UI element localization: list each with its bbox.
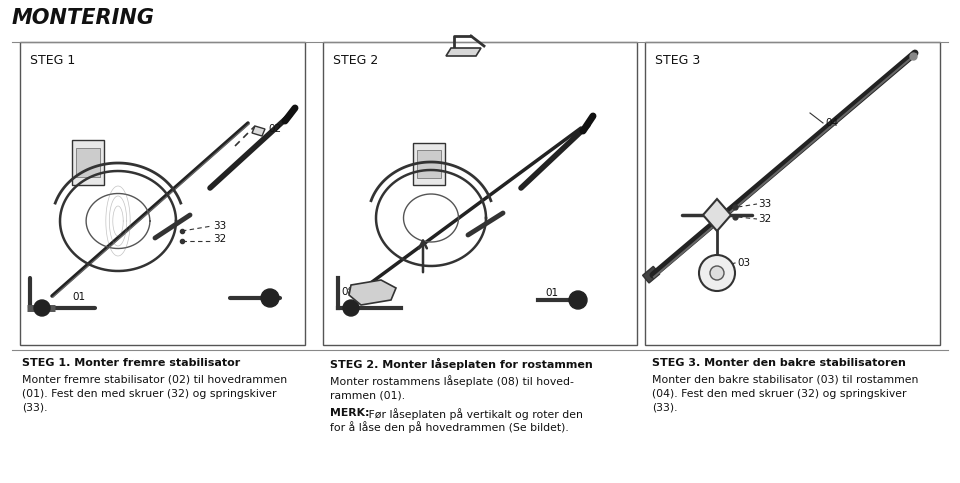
Circle shape <box>699 255 735 291</box>
Text: MERK:: MERK: <box>330 408 370 418</box>
Bar <box>20 42 305 345</box>
Text: 32: 32 <box>758 214 771 224</box>
Text: STEG 3: STEG 3 <box>655 54 700 67</box>
Bar <box>645 42 940 345</box>
Text: 01: 01 <box>545 288 558 298</box>
Text: 04: 04 <box>825 118 838 128</box>
Circle shape <box>261 289 279 307</box>
Text: Monter rostammens låseplate (08) til hoved-
rammen (01).: Monter rostammens låseplate (08) til hov… <box>330 375 574 401</box>
Text: Monter fremre stabilisator (02) til hovedrammen
(01). Fest den med skruer (32) o: Monter fremre stabilisator (02) til hove… <box>22 375 287 413</box>
Polygon shape <box>252 126 265 136</box>
Bar <box>413 143 445 185</box>
Text: 01: 01 <box>72 292 85 302</box>
Text: 33: 33 <box>758 199 771 209</box>
Text: MONTERING: MONTERING <box>12 8 155 28</box>
Text: 08: 08 <box>341 287 354 297</box>
Text: STEG 1: STEG 1 <box>30 54 75 67</box>
Text: 02: 02 <box>268 124 281 134</box>
Text: STEG 1. Monter fremre stabilisator: STEG 1. Monter fremre stabilisator <box>22 358 240 368</box>
Polygon shape <box>349 280 396 305</box>
Text: 33: 33 <box>213 221 227 231</box>
Text: 03: 03 <box>737 258 750 268</box>
Text: STEG 2. Monter låseplaten for rostammen: STEG 2. Monter låseplaten for rostammen <box>330 358 592 370</box>
Circle shape <box>710 266 724 280</box>
Circle shape <box>343 300 359 316</box>
Polygon shape <box>446 48 481 56</box>
Circle shape <box>569 291 587 309</box>
Bar <box>76 148 100 177</box>
Circle shape <box>34 300 50 316</box>
Text: for å låse den på hovedrammen (Se bildet).: for å låse den på hovedrammen (Se bildet… <box>330 421 568 433</box>
Bar <box>323 42 637 345</box>
Text: Monter den bakre stabilisator (03) til rostammen
(04). Fest den med skruer (32) : Monter den bakre stabilisator (03) til r… <box>652 375 919 413</box>
Bar <box>642 266 660 283</box>
Text: 32: 32 <box>213 234 227 244</box>
Bar <box>72 140 104 185</box>
Bar <box>417 150 441 178</box>
Polygon shape <box>703 199 731 231</box>
Text: STEG 3. Monter den bakre stabilisatoren: STEG 3. Monter den bakre stabilisatoren <box>652 358 906 368</box>
Text: STEG 2: STEG 2 <box>333 54 378 67</box>
Text: Før låseplaten på vertikalt og roter den: Før låseplaten på vertikalt og roter den <box>365 408 583 420</box>
